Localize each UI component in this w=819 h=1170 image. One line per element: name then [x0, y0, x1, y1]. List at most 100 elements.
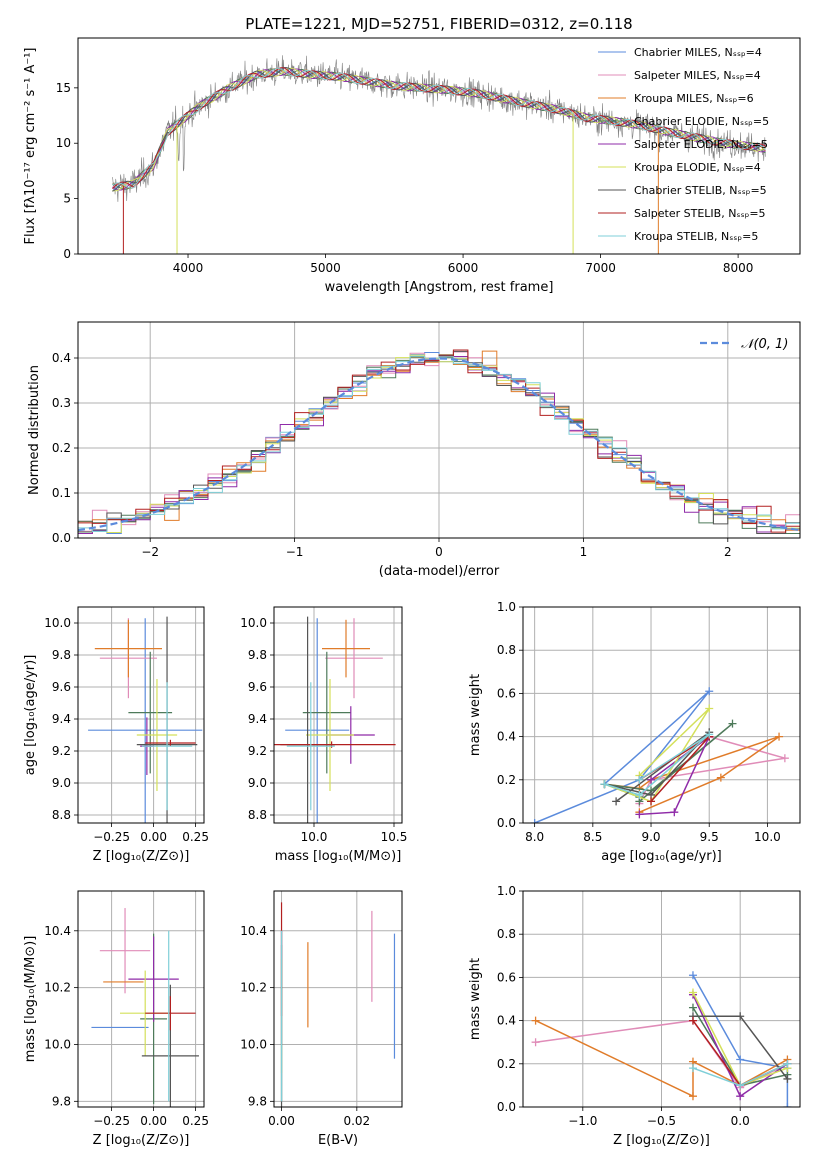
legend-entry: Kroupa ELODIE, Nₛₛₚ=4: [634, 161, 761, 174]
errorbar-point: [99, 908, 151, 994]
y-tick-label: 5: [63, 192, 71, 206]
weight-point-marker: [670, 808, 679, 817]
grid-mass_vs_Z: [78, 891, 204, 1107]
errorbar-point: [94, 619, 162, 678]
weight-point-marker: [635, 810, 644, 819]
weight-point-marker: [736, 1081, 745, 1090]
errorbar-point: [128, 651, 173, 774]
x-tick-label: −1.0: [568, 1114, 597, 1128]
errorbar-point: [285, 618, 350, 823]
x-tick-label: 10.5: [381, 830, 408, 844]
x-tick-label: −2: [141, 545, 159, 559]
weight-series: [688, 1059, 792, 1090]
x-tick-label: 7000: [585, 261, 616, 275]
y-tick-label: 9.2: [248, 744, 267, 758]
y-tick-label: 10: [56, 136, 71, 150]
x-tick-label: 4000: [173, 261, 204, 275]
grid-age_vs_mass: [274, 607, 402, 823]
x-tick-label: −0.5: [647, 1114, 676, 1128]
weight-series-line: [692, 974, 789, 1107]
y-tick-label: 10.0: [44, 1037, 71, 1051]
weight-point-marker: [780, 754, 789, 763]
x-axis-label: mass [log₁₀(M/M⊙)]: [275, 849, 402, 864]
weight-series-line: [604, 733, 710, 796]
x-tick-label: 5000: [310, 261, 341, 275]
legend-entry: Chabrier MILES, Nₛₛₚ=4: [634, 46, 762, 59]
weight-point-marker: [530, 819, 539, 823]
panel-age_vs_Z: −0.25 0.00 0.25 8.8 9.0 9.2 9.4 9.6 9.8 10.0 Z [lo…: [23, 606, 209, 864]
weight-point-marker: [688, 988, 697, 997]
plot-area-residuals: [78, 349, 800, 534]
plot-area-age_vs_mass: [274, 616, 396, 823]
panel-residuals: −2 −1 0 1 2 0.0 0.1 0.2 0.3 0.4 (data-model)/error…: [27, 321, 801, 579]
weight-series: [688, 1012, 792, 1083]
errorbar-point: [88, 618, 203, 823]
x-axis-label: wavelength [Angstrom, rest frame]: [325, 280, 554, 295]
panel-mass_vs_EBV: 0.00 0.02 9.8 10.0 10.2 10.4 E(B-V): [240, 890, 403, 1148]
weight-point-marker: [716, 773, 725, 782]
gaussian-reference-line: [78, 357, 800, 532]
weight-series: [600, 730, 714, 799]
y-tick-label: 0.6: [497, 970, 516, 984]
errorbar-point: [141, 682, 193, 811]
errorbar-point: [325, 618, 383, 699]
legend-entry: Chabrier STELIB, Nₛₛₚ=5: [634, 184, 767, 197]
y-tick-label: 10.2: [240, 981, 267, 995]
model-spectrum-line: [112, 67, 766, 189]
y-tick-label: 0.6: [497, 686, 516, 700]
x-axis-label: Z [log₁₀(Z/Z⊙)]: [93, 1133, 190, 1148]
grid-age_vs_Z: [78, 607, 204, 823]
x-tick-label: −1: [286, 545, 304, 559]
x-tick-label: −0.25: [93, 1114, 130, 1128]
errorbar-point: [128, 936, 179, 1022]
x-tick-label: 1: [580, 545, 588, 559]
y-axis-label: age [log₁₀(age/yr)]: [23, 655, 38, 776]
x-axis-label: Z [log₁₀(Z/Z⊙)]: [613, 1133, 710, 1148]
weight-point-marker: [688, 1016, 697, 1025]
y-tick-label: 0.0: [497, 1100, 516, 1114]
x-tick-label: 9.0: [641, 830, 660, 844]
weight-point-marker: [635, 790, 644, 799]
x-tick-label: 2: [724, 545, 732, 559]
plot-frame: [273, 890, 403, 1108]
legend-entry: Chabrier ELODIE, Nₛₛₚ=5: [634, 115, 769, 128]
y-tick-label: 9.4: [248, 712, 267, 726]
y-tick-label: 0.4: [52, 351, 71, 365]
errorbar-point: [145, 739, 196, 747]
weight-point-marker: [647, 797, 656, 806]
x-axis-label: age [log₁₀(age/yr)]: [601, 849, 722, 864]
weight-point-marker: [775, 732, 784, 741]
y-tick-label: 9.8: [248, 1094, 267, 1108]
x-tick-label: 8000: [723, 261, 754, 275]
y-tick-label: 15: [56, 81, 71, 95]
errorbar-point: [136, 679, 178, 791]
weight-point-marker: [635, 775, 644, 784]
y-axis-label: Normed distribution: [27, 365, 42, 495]
weight-point-marker: [736, 1055, 745, 1064]
x-tick-label: 9.5: [700, 830, 719, 844]
panel-age_vs_mass: 10.0 10.5 8.8 9.0 9.2 9.4 9.6 9.8 10.0 mass [log₁…: [240, 606, 408, 864]
y-tick-label: 8.8: [248, 808, 267, 822]
weight-series-line: [604, 731, 710, 803]
y-tick-label: 0.4: [497, 1014, 516, 1028]
y-axis-label: mass [log₁₀(M/M⊙)]: [23, 936, 38, 1063]
y-tick-label: 0.8: [497, 643, 516, 657]
y-tick-label: 0.0: [497, 816, 516, 830]
y-axis-label: Flux [fλ10⁻¹⁷ erg cm⁻² s⁻¹ A⁻¹]: [23, 48, 38, 245]
weight-point-marker: [531, 1016, 540, 1025]
weight-point-marker: [705, 730, 714, 739]
panel-spectrum: 4000 5000 6000 7000 8000 0 5 10 15 wavelength [An…: [23, 15, 801, 295]
errorbar-point: [306, 679, 354, 791]
legend: 𝒩(0, 1): [700, 337, 788, 352]
weight-point-marker: [612, 797, 621, 806]
y-tick-label: 0.2: [497, 1057, 516, 1071]
x-tick-label: 0.00: [140, 1114, 167, 1128]
y-tick-label: 9.4: [52, 712, 71, 726]
x-axis-label: E(B-V): [318, 1133, 358, 1148]
plot-frame: [522, 890, 801, 1108]
weight-point-marker: [688, 1092, 697, 1101]
legend-entry: Salpeter MILES, Nₛₛₚ=4: [634, 69, 761, 82]
chart-title: PLATE=1221, MJD=52751, FIBERID=0312, z=0…: [245, 15, 632, 33]
y-tick-label: 0.0: [52, 531, 71, 545]
